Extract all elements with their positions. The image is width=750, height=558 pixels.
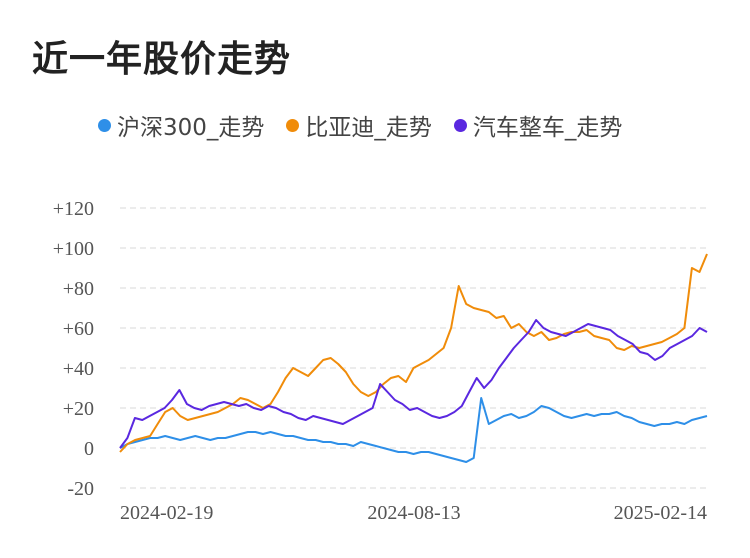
legend-item-byd[interactable]: 比亚迪_走势	[286, 108, 432, 142]
y-tick-label: +40	[63, 358, 94, 380]
x-axis-ticks: 2024-02-19 2024-08-13 2025-02-14	[120, 502, 707, 524]
legend-label: 比亚迪_走势	[305, 115, 432, 141]
legend-item-auto[interactable]: 汽车整车_走势	[453, 108, 623, 142]
legend: 沪深300_走势 比亚迪_走势 汽车整车_走势	[98, 108, 622, 142]
legend-label: 沪深300_走势	[117, 115, 265, 141]
legend-dot-icon	[98, 118, 111, 132]
y-tick-label: -20	[67, 478, 94, 500]
y-tick-label: 0	[84, 438, 94, 460]
series-line-0	[119, 397, 708, 463]
series-line-1	[119, 253, 708, 453]
x-tick-label: 2025-02-14	[614, 502, 707, 524]
legend-dot-icon	[453, 118, 467, 132]
x-tick-label: 2024-08-13	[367, 502, 460, 524]
y-tick-label: +60	[63, 318, 94, 340]
y-tick-label: +80	[63, 278, 94, 300]
legend-dot-icon	[286, 118, 300, 132]
series-lines	[119, 253, 708, 463]
y-axis-ticks: +120 +100 +80 +60 +40 +20 0 -20	[53, 198, 94, 500]
chart-title: 近一年股价走势	[32, 39, 292, 80]
y-tick-label: +100	[53, 238, 94, 260]
y-tick-label: +120	[53, 198, 94, 220]
x-tick-label: 2024-02-19	[120, 502, 213, 524]
legend-item-hs300[interactable]: 沪深300_走势	[98, 108, 264, 142]
legend-label: 汽车整车_走势	[472, 115, 623, 141]
series-line-2	[119, 319, 708, 449]
y-tick-label: +20	[63, 398, 94, 420]
